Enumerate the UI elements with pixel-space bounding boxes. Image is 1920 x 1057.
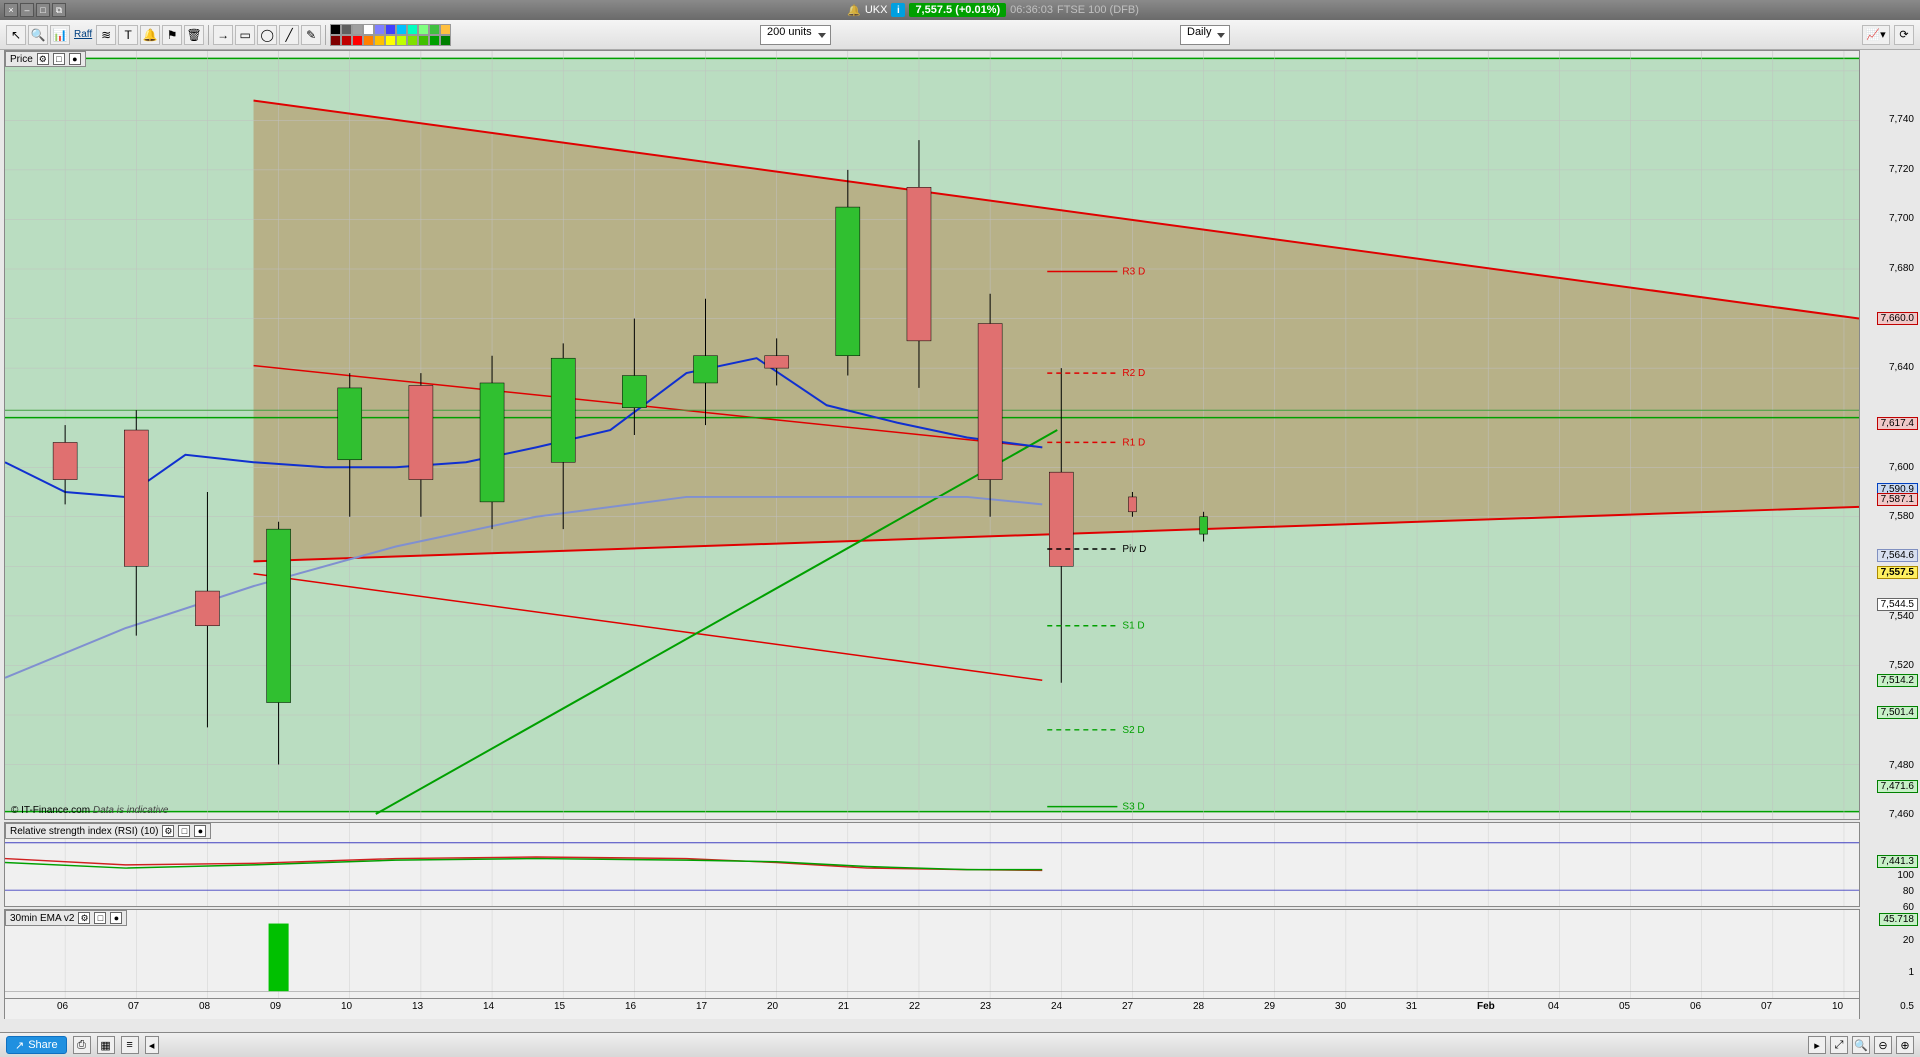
close-icon[interactable]: ×: [4, 3, 18, 17]
alert-tool[interactable]: 🔔: [140, 25, 160, 45]
export-button[interactable]: ⎙: [73, 1036, 91, 1054]
price-panel-label: Price: [10, 54, 33, 65]
text-tool[interactable]: T: [118, 25, 138, 45]
main-toolbar: ↖ 🔍 📊 Raff ≋ T 🔔 ⚑ 🗑 → ▭ ◯ ╱ ✎ 200 units…: [0, 20, 1920, 50]
units-dropdown[interactable]: 200 units: [760, 25, 831, 45]
flag-tool[interactable]: ⚑: [162, 25, 182, 45]
ema-panel-header: 30min EMA v2 ⚙ □ ●: [5, 910, 127, 926]
refresh-button[interactable]: ⟳: [1894, 25, 1914, 45]
zoom-tool[interactable]: 🔍: [28, 25, 48, 45]
window-titlebar: × – □ ⧉ 🔔 UKX i 7,557.5 (+0.01%) 06:36:0…: [0, 0, 1920, 20]
minimize-icon[interactable]: –: [20, 3, 34, 17]
popout-icon[interactable]: ⧉: [52, 3, 66, 17]
scroll-left-button[interactable]: ◂: [145, 1036, 159, 1054]
indicator-tool[interactable]: ≋: [96, 25, 116, 45]
panel-settings-icon[interactable]: ⚙: [78, 912, 90, 924]
cursor-tool[interactable]: ↖: [6, 25, 26, 45]
price-axis: 7,7407,7207,7007,6807,6607,6407,6007,580…: [1864, 100, 1920, 1007]
copyright-text: © IT-Finance.com Data is indicative: [11, 805, 168, 816]
list-button[interactable]: ≡: [121, 1036, 139, 1054]
time-axis: 0607080910131415161720212223242728293031…: [4, 999, 1860, 1019]
pen-tool[interactable]: ✎: [301, 25, 321, 45]
snapshot-button[interactable]: ▦: [97, 1036, 115, 1054]
panel-window-icon[interactable]: □: [94, 912, 106, 924]
price-panel-header: Price ⚙ □ ●: [5, 51, 86, 67]
delete-tool[interactable]: 🗑: [184, 25, 204, 45]
timestamp: 06:36:03: [1010, 4, 1053, 16]
svg-text:S1 D: S1 D: [1122, 621, 1144, 632]
svg-text:S3 D: S3 D: [1122, 802, 1144, 813]
panel-window-icon[interactable]: □: [53, 53, 65, 65]
info-icon[interactable]: i: [891, 3, 905, 17]
rsi-panel-label: Relative strength index (RSI) (10): [10, 826, 158, 837]
panel-close-icon[interactable]: ●: [110, 912, 122, 924]
bottom-toolbar: ↗ Share ⎙ ▦ ≡ ◂ ▸ ⤢ 🔍 ⊖ ⊕: [0, 1032, 1920, 1057]
svg-text:R2 D: R2 D: [1122, 368, 1145, 379]
rsi-panel-header: Relative strength index (RSI) (10) ⚙ □ ●: [5, 823, 211, 839]
ema-chart[interactable]: [5, 910, 1859, 998]
rsi-panel[interactable]: Relative strength index (RSI) (10) ⚙ □ ●: [4, 822, 1860, 907]
maximize-icon[interactable]: □: [36, 3, 50, 17]
arrow-tool[interactable]: →: [213, 25, 233, 45]
ticker-symbol: UKX: [865, 4, 888, 16]
rect-tool[interactable]: ▭: [235, 25, 255, 45]
panel-window-icon[interactable]: □: [178, 825, 190, 837]
price-badge: 7,557.5 (+0.01%): [909, 3, 1006, 17]
line-tool[interactable]: ╱: [279, 25, 299, 45]
share-icon: ↗: [15, 1039, 24, 1052]
panel-close-icon[interactable]: ●: [69, 53, 81, 65]
raff-button[interactable]: Raff: [72, 29, 94, 40]
share-button[interactable]: ↗ Share: [6, 1036, 67, 1054]
ema-panel-label: 30min EMA v2: [10, 913, 74, 924]
period-dropdown[interactable]: Daily: [1180, 25, 1230, 45]
price-chart[interactable]: R3 D R2 D R1 D Piv D S1 D S2 D S3 D: [5, 51, 1859, 819]
overlay-tool[interactable]: 📊: [50, 25, 70, 45]
svg-text:R1 D: R1 D: [1122, 437, 1145, 448]
price-panel[interactable]: R3 D R2 D R1 D Piv D S1 D S2 D S3 D Price ⚙ □ …: [4, 50, 1860, 820]
chart-area: R3 D R2 D R1 D Piv D S1 D S2 D S3 D Price ⚙ □ …: [0, 50, 1920, 1032]
fit-button[interactable]: ⤢: [1830, 1036, 1848, 1054]
panel-settings-icon[interactable]: ⚙: [162, 825, 174, 837]
zoom-out-button[interactable]: ⊖: [1874, 1036, 1892, 1054]
color-palette[interactable]: [330, 25, 451, 45]
chart-style-button[interactable]: 📈▾: [1862, 25, 1890, 45]
panel-settings-icon[interactable]: ⚙: [37, 53, 49, 65]
rsi-chart[interactable]: [5, 823, 1859, 906]
svg-text:Piv D: Piv D: [1122, 544, 1146, 555]
zoom-fit-icon[interactable]: 🔍: [1852, 1036, 1870, 1054]
zoom-in-button[interactable]: ⊕: [1896, 1036, 1914, 1054]
svg-text:R3 D: R3 D: [1122, 267, 1145, 278]
panel-close-icon[interactable]: ●: [194, 825, 206, 837]
instrument-desc: FTSE 100 (DFB): [1057, 4, 1139, 16]
svg-text:S2 D: S2 D: [1122, 725, 1144, 736]
scroll-right-button[interactable]: ▸: [1808, 1036, 1826, 1054]
ema-panel[interactable]: 30min EMA v2 ⚙ □ ●: [4, 909, 1860, 999]
alert-icon: 🔔: [847, 4, 861, 17]
ellipse-tool[interactable]: ◯: [257, 25, 277, 45]
